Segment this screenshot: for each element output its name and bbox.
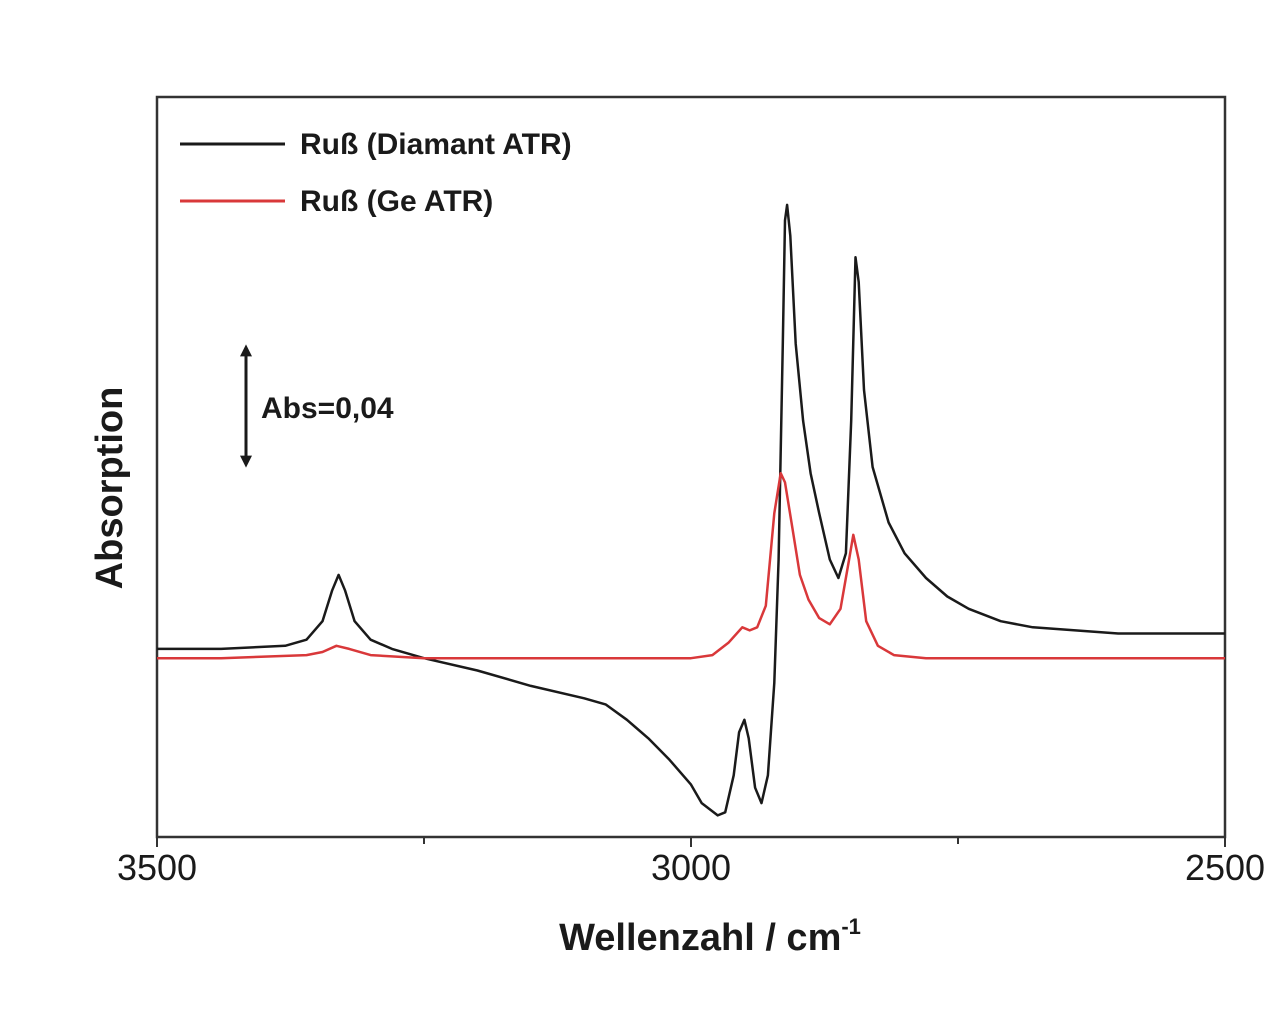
x-tick-label-3000: 3000	[651, 847, 731, 888]
scale-bar-arrow-down-icon	[240, 455, 252, 468]
x-tick-label-3500: 3500	[117, 847, 197, 888]
y-axis-title: Absorption	[89, 387, 131, 590]
x-axis-tick-labels: 3500 3000 2500	[117, 847, 1265, 888]
legend: Ruß (Diamant ATR) Ruß (Ge ATR)	[180, 128, 572, 218]
x-axis-title: Wellenzahl / cm-1	[559, 914, 861, 959]
x-axis-ticks	[156, 837, 1226, 847]
series-line-2	[157, 471, 1225, 660]
legend-label-series-1: Ruß (Diamant ATR)	[300, 128, 572, 161]
x-tick-label-2500: 2500	[1185, 847, 1265, 888]
series-line-1	[157, 203, 1225, 817]
legend-label-series-2: Ruß (Ge ATR)	[300, 185, 493, 218]
scale-bar-label: Abs=0,04	[261, 392, 394, 425]
scale-bar-arrow-up-icon	[240, 344, 252, 357]
scale-bar: Abs=0,04	[240, 344, 394, 468]
series-layer	[157, 203, 1225, 817]
